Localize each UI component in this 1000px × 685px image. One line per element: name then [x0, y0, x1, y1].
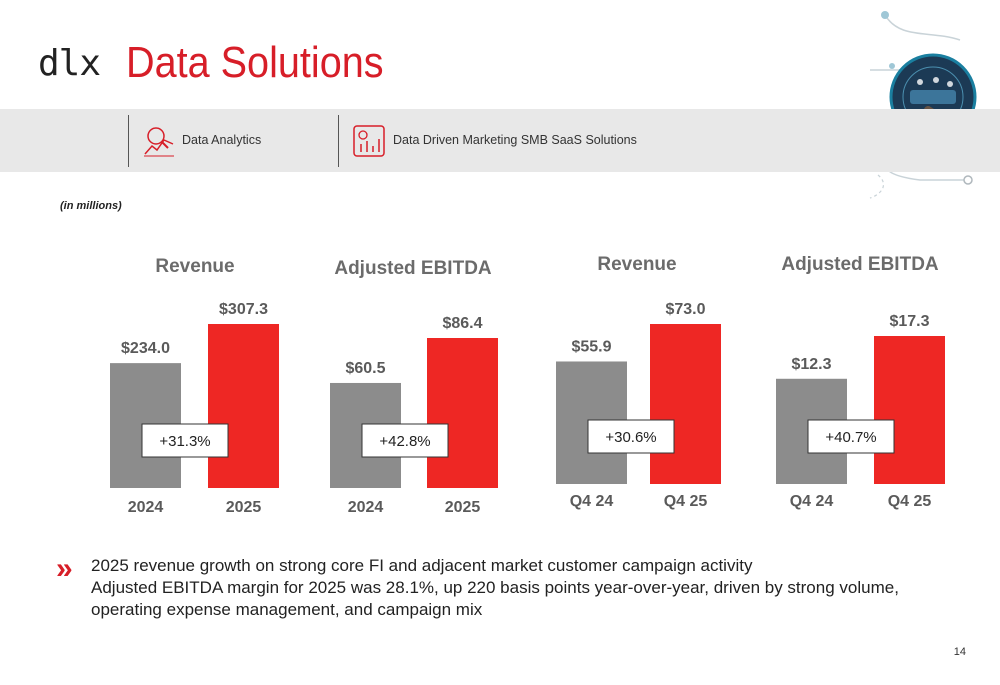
chart-title: Revenue	[155, 256, 234, 277]
bar-value-label: $73.0	[665, 301, 705, 318]
category-label: Q4 25	[888, 493, 932, 510]
category-label: 2024	[348, 499, 384, 516]
growth-badge	[807, 419, 895, 454]
banner-divider	[128, 115, 129, 167]
banner-item-marketing-solutions: Data Driven Marketing SMB SaaS Solutions	[393, 133, 637, 147]
bar-value-label: $234.0	[121, 340, 170, 357]
growth-percent-label: +40.7%	[825, 429, 876, 446]
bullet-text: 2025 revenue growth on strong core FI an…	[91, 555, 951, 621]
chart-title: Revenue	[597, 254, 676, 275]
units-note: (in millions)	[60, 200, 122, 212]
dlx-logo: dlx	[38, 43, 101, 84]
growth-percent-label: +30.6%	[605, 429, 656, 446]
marketing-dashboard-icon	[353, 125, 385, 157]
page-number: 14	[953, 646, 966, 658]
banner-item-data-analytics: Data Analytics	[182, 133, 262, 147]
category-label: 2025	[226, 499, 262, 516]
bar-value-label: $86.4	[442, 315, 482, 332]
bar-value-label: $307.3	[219, 301, 268, 318]
chart-title: Adjusted EBITDA	[781, 254, 939, 275]
growth-badge	[141, 423, 229, 458]
bar-current-period	[650, 324, 721, 484]
category-label: Q4 24	[570, 493, 614, 510]
growth-percent-label: +42.8%	[379, 433, 430, 450]
bar-current-period	[874, 336, 945, 484]
bar-value-label: $60.5	[345, 360, 385, 377]
category-label: 2024	[128, 499, 164, 516]
banner-divider	[338, 115, 339, 167]
page-title: Data Solutions	[126, 38, 384, 87]
growth-percent-label: +31.3%	[159, 433, 210, 450]
bar-current-period	[208, 324, 279, 488]
bar-value-label: $17.3	[889, 313, 929, 330]
growth-badge	[587, 419, 675, 454]
bullet-line: 2025 revenue growth on strong core FI an…	[91, 556, 753, 575]
bar-value-label: $55.9	[571, 338, 611, 355]
category-label: 2025	[445, 499, 481, 516]
bar-value-label: $12.3	[791, 356, 831, 373]
bullet-line: Adjusted EBITDA margin for 2025 was 28.1…	[91, 578, 899, 619]
analytics-chart-icon	[144, 127, 174, 157]
category-label: Q4 25	[664, 493, 708, 510]
category-label: Q4 24	[790, 493, 834, 510]
bullet-chevron-icon: »	[56, 552, 72, 585]
chart-title: Adjusted EBITDA	[334, 258, 492, 279]
growth-badge	[361, 423, 449, 458]
solutions-banner: Data Analytics Data Driven Marketing SMB…	[0, 109, 1000, 172]
bar-current-period	[427, 338, 498, 488]
financial-bar-charts: Revenue $234.0 2024 $307.3 2025 +31.3% Adjuste…	[110, 254, 945, 516]
